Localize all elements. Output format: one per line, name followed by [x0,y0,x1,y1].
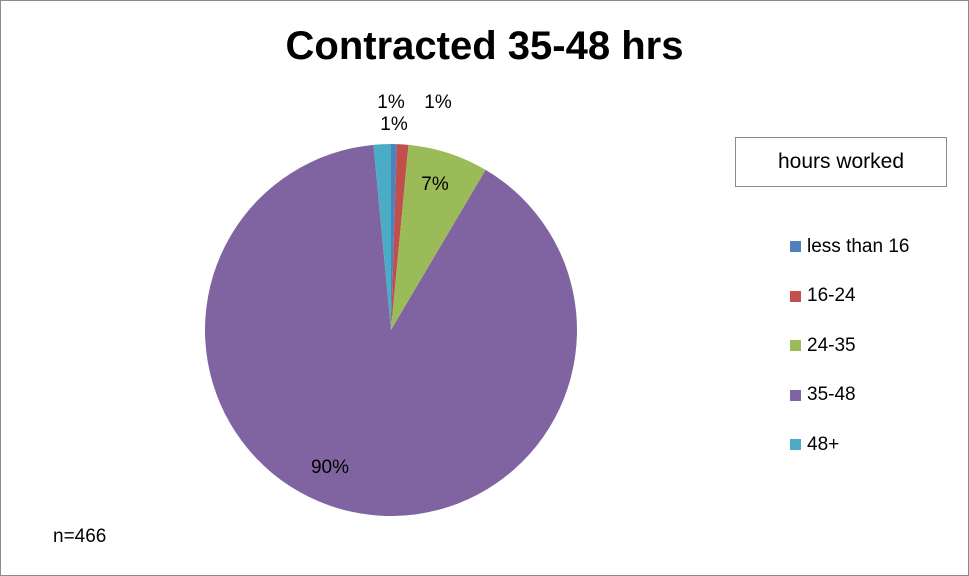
legend-swatch [790,439,801,450]
legend-item-35-48: 35-48 [790,371,909,421]
legend-swatch [790,390,801,401]
legend-label: less than 16 [807,236,909,258]
legend-swatch [790,291,801,302]
legend-item-16-24: 16-24 [790,272,909,322]
legend-item-24-35: 24-35 [790,321,909,371]
data-label: 1% [377,92,405,113]
legend-title: hours worked [735,137,947,187]
sample-size-note: n=466 [53,526,106,548]
legend: less than 16 16-24 24-35 35-48 48+ [790,222,909,470]
legend-swatch [790,241,801,252]
legend-label: 35-48 [807,384,856,406]
data-label: 7% [421,174,449,195]
data-label: 1% [424,92,452,113]
legend-item-less-than-16: less than 16 [790,222,909,272]
legend-label: 48+ [807,434,839,456]
data-label: 90% [311,457,349,478]
data-label: 1% [380,114,408,135]
legend-label: 24-35 [807,335,856,357]
legend-label: 16-24 [807,285,856,307]
legend-item-48-plus: 48+ [790,420,909,470]
legend-swatch [790,340,801,351]
